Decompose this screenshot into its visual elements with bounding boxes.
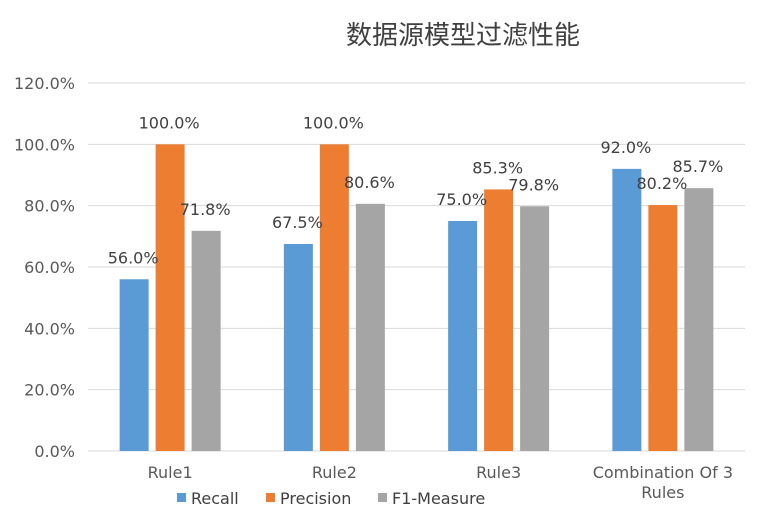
bar-f1-measure: [520, 206, 550, 451]
y-tick-label: 60.0%: [24, 258, 75, 277]
bar-precision: [155, 144, 185, 452]
y-tick-label: 40.0%: [24, 319, 75, 338]
bars: [119, 144, 714, 452]
bar-f1-measure: [355, 203, 385, 451]
data-label: 85.7%: [672, 157, 723, 176]
legend-label: Precision: [280, 489, 351, 508]
legend-swatch: [378, 493, 387, 502]
bar-recall: [612, 168, 642, 451]
x-category-label: Rule2: [312, 463, 357, 482]
data-label: 92.0%: [600, 138, 651, 157]
bar-precision: [648, 205, 678, 451]
data-label: 71.8%: [180, 200, 231, 219]
bar-recall: [283, 244, 313, 451]
bar-precision: [319, 144, 349, 452]
x-category-label: Rule1: [148, 463, 193, 482]
data-label: 85.3%: [472, 158, 523, 177]
legend-label: F1-Measure: [392, 489, 485, 508]
data-label: 67.5%: [272, 213, 323, 232]
bar-precision: [484, 189, 514, 451]
legend: Recall Precision F1-Measure: [177, 489, 485, 508]
data-labels: 56.0% 100.0% 71.8% 67.5% 100.0% 80.6% 75.0% 85.…: [108, 113, 724, 267]
y-tick-label: 100.0%: [14, 135, 75, 154]
legend-swatch: [266, 493, 275, 502]
y-tick-label: 0.0%: [34, 442, 75, 461]
legend-swatch: [177, 493, 186, 502]
data-label: 75.0%: [436, 190, 487, 209]
bar-f1-measure: [191, 230, 221, 451]
data-label: 100.0%: [139, 113, 200, 132]
bar-recall: [448, 221, 478, 451]
x-axis-categories: Rule1 Rule2 Rule3 Combination Of 3 Rules: [148, 463, 733, 502]
y-axis-ticks: 0.0% 20.0% 40.0% 60.0% 80.0% 100.0% 120.0%: [14, 74, 75, 461]
y-tick-label: 120.0%: [14, 74, 75, 93]
data-label: 80.2%: [636, 174, 687, 193]
x-category-label: Combination Of 3 Rules: [593, 463, 733, 502]
bar-f1-measure: [684, 188, 714, 452]
x-category-label: Rule3: [476, 463, 521, 482]
data-label: 56.0%: [108, 248, 159, 267]
data-label: 80.6%: [344, 173, 395, 192]
data-label: 100.0%: [303, 113, 364, 132]
data-label: 79.8%: [508, 175, 559, 194]
y-tick-label: 80.0%: [24, 197, 75, 216]
y-tick-label: 20.0%: [24, 381, 75, 400]
legend-label: Recall: [191, 489, 239, 508]
bar-recall: [119, 279, 149, 451]
chart-title: 数据源模型过滤性能: [346, 21, 580, 51]
